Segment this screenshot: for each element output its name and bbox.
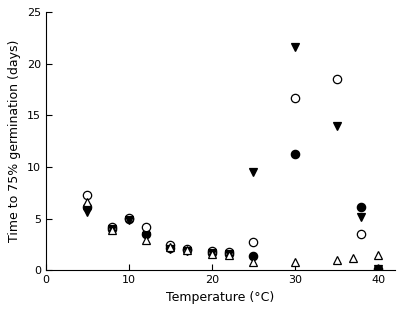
Y-axis label: Time to 75% germination (days): Time to 75% germination (days) bbox=[8, 40, 21, 242]
X-axis label: Temperature (°C): Temperature (°C) bbox=[166, 291, 274, 304]
